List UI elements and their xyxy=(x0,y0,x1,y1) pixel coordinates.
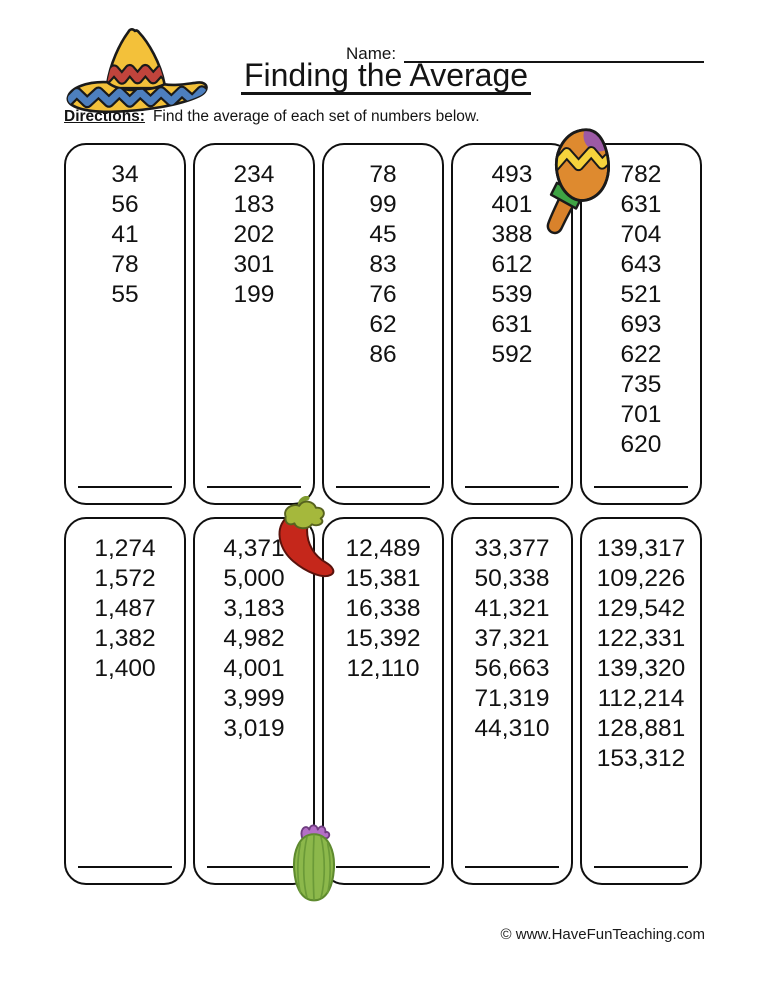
answer-blank-line xyxy=(594,486,688,488)
problem-box-2: 234 183 202 301 199 xyxy=(193,143,315,505)
problem-number: 45 xyxy=(369,221,397,248)
problem-number: 3,019 xyxy=(223,715,285,742)
footer-credit: © www.HaveFunTeaching.com xyxy=(500,926,705,943)
answer-blank-line xyxy=(336,866,430,868)
problem-box-4: 493 401 388 612 539 631 592 xyxy=(451,143,573,505)
problems-row-1: 34 56 41 78 55 234 183 202 301 199 78 99 45 83 76 62 8… xyxy=(64,143,702,505)
problem-number: 16,338 xyxy=(345,595,421,622)
problem-number: 86 xyxy=(369,341,397,368)
problem-number: 139,317 xyxy=(596,535,686,562)
problem-number: 4,001 xyxy=(223,655,285,682)
problem-number: 76 xyxy=(369,281,397,308)
problem-number: 1,274 xyxy=(94,535,156,562)
problem-number: 4,982 xyxy=(223,625,285,652)
problem-number: 44,310 xyxy=(474,715,550,742)
problem-number: 183 xyxy=(233,191,275,218)
problem-number: 109,226 xyxy=(596,565,686,592)
problem-number: 122,331 xyxy=(596,625,686,652)
answer-blank-line xyxy=(465,866,559,868)
problem-number: 521 xyxy=(620,281,662,308)
problem-number: 782 xyxy=(620,161,662,188)
problem-number: 620 xyxy=(620,431,662,458)
answer-blank-line xyxy=(465,486,559,488)
problem-number: 99 xyxy=(369,191,397,218)
name-row: Name: xyxy=(346,44,705,63)
problem-number: 493 xyxy=(491,161,533,188)
problem-number: 153,312 xyxy=(596,745,686,772)
chili-pepper-icon xyxy=(278,496,335,578)
problem-number: 12,110 xyxy=(346,655,420,682)
problem-number: 704 xyxy=(620,221,662,248)
problem-box-10: 139,317 109,226 129,542 122,331 139,320 112,2… xyxy=(580,517,702,885)
problem-number: 202 xyxy=(233,221,275,248)
problem-number: 388 xyxy=(491,221,533,248)
problem-box-9: 33,377 50,338 41,321 37,321 56,663 71,319 44,3… xyxy=(451,517,573,885)
name-label: Name: xyxy=(346,44,397,63)
sombrero-icon xyxy=(66,28,208,114)
maraca-icon xyxy=(546,128,610,235)
answer-blank-line xyxy=(336,486,430,488)
problem-number: 78 xyxy=(369,161,397,188)
problem-number: 112,214 xyxy=(597,685,685,712)
problem-number: 78 xyxy=(111,251,139,278)
problem-number: 631 xyxy=(491,311,533,338)
problem-number: 401 xyxy=(491,191,533,218)
problem-box-7: 4,371 5,000 3,183 4,982 4,001 3,999 3,019 xyxy=(193,517,315,885)
problem-number: 643 xyxy=(620,251,662,278)
problem-number: 12,489 xyxy=(345,535,421,562)
name-blank-line xyxy=(404,44,705,63)
problem-number: 592 xyxy=(491,341,533,368)
problem-number: 735 xyxy=(620,371,662,398)
problem-number: 55 xyxy=(111,281,139,308)
problem-number: 15,392 xyxy=(345,625,421,652)
problem-number: 234 xyxy=(233,161,275,188)
answer-blank-line xyxy=(78,866,172,868)
problems-row-2: 1,274 1,572 1,487 1,382 1,400 4,371 5,000 3,18… xyxy=(64,517,702,885)
problem-number: 56,663 xyxy=(474,655,550,682)
directions-text: Find the average of each set of numbers … xyxy=(152,108,480,125)
problem-number: 539 xyxy=(491,281,533,308)
problem-box-3: 78 99 45 83 76 62 86 xyxy=(322,143,444,505)
problem-number: 3,999 xyxy=(223,685,285,712)
page-title: Finding the Average xyxy=(240,59,532,95)
answer-blank-line xyxy=(78,486,172,488)
problem-number: 1,382 xyxy=(94,625,156,652)
problem-number: 4,371 xyxy=(223,535,285,562)
problem-number: 33,377 xyxy=(474,535,550,562)
problem-box-8: 12,489 15,381 16,338 15,392 12,110 xyxy=(322,517,444,885)
answer-blank-line xyxy=(594,866,688,868)
problem-number: 3,183 xyxy=(223,595,285,622)
answer-blank-line xyxy=(207,486,301,488)
problem-number: 631 xyxy=(620,191,662,218)
problem-number: 301 xyxy=(233,251,275,278)
problem-number: 56 xyxy=(111,191,139,218)
problem-number: 199 xyxy=(233,281,275,308)
cactus-icon xyxy=(292,824,336,902)
problem-number: 139,320 xyxy=(596,655,686,682)
problem-number: 41,321 xyxy=(474,595,550,622)
problem-number: 34 xyxy=(111,161,139,188)
answer-blank-line xyxy=(207,866,301,868)
problem-number: 128,881 xyxy=(596,715,686,742)
problem-number: 37,321 xyxy=(474,625,550,652)
problem-box-1: 34 56 41 78 55 xyxy=(64,143,186,505)
problem-number: 41 xyxy=(111,221,139,248)
problem-number: 15,381 xyxy=(345,565,421,592)
problem-number: 5,000 xyxy=(223,565,285,592)
problem-box-6: 1,274 1,572 1,487 1,382 1,400 xyxy=(64,517,186,885)
problem-number: 693 xyxy=(620,311,662,338)
problem-number: 1,487 xyxy=(94,595,156,622)
problem-number: 701 xyxy=(620,401,662,428)
problem-number: 83 xyxy=(369,251,397,278)
problem-number: 62 xyxy=(369,311,397,338)
problem-number: 50,338 xyxy=(474,565,550,592)
problem-number: 1,400 xyxy=(94,655,156,682)
problem-number: 1,572 xyxy=(94,565,156,592)
problem-number: 71,319 xyxy=(474,685,550,712)
problem-number: 129,542 xyxy=(596,595,686,622)
problem-number: 622 xyxy=(620,341,662,368)
problem-box-5: 782 631 704 643 521 693 622 735 701 620 xyxy=(580,143,702,505)
problem-number: 612 xyxy=(491,251,533,278)
